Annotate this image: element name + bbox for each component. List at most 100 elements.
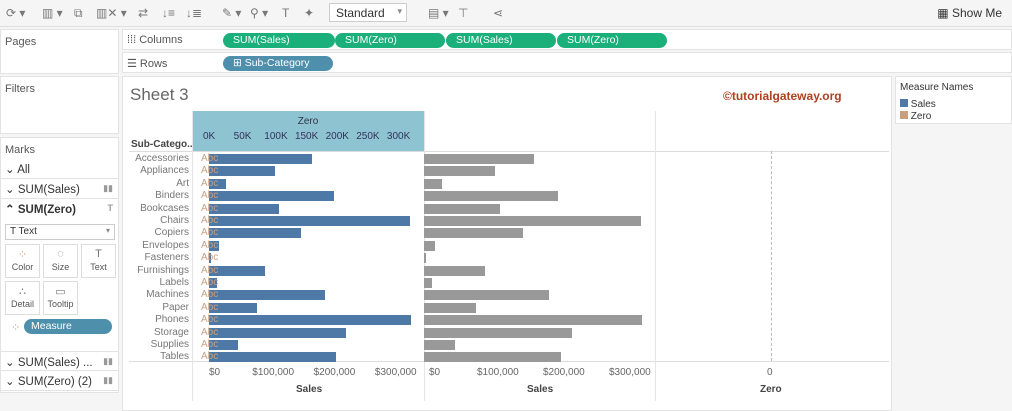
sales-bar[interactable] [209,216,411,226]
text-mark[interactable]: Abc [201,301,219,313]
group-icon[interactable]: ⚲ ▾ [250,6,269,20]
sales-bar-gray[interactable] [424,154,535,164]
sales-bar[interactable] [209,315,412,326]
sales-bar[interactable] [209,253,211,264]
marks-sum-sales[interactable]: ⌄ SUM(Sales) ▮▮ [1,179,119,199]
zero-axis-header[interactable]: Zero 0K 50K 100K 150K 200K 250K 300K [192,111,424,151]
sales-bar-gray[interactable] [424,340,455,350]
sales-bar[interactable] [209,302,258,313]
pin-icon[interactable]: ✦ [304,6,315,20]
swap-icon[interactable]: ⇄ [138,6,149,20]
column-pill[interactable]: SUM(Zero) [557,33,667,48]
filters-label: Filters [5,83,35,95]
text-card[interactable]: T Text [81,244,116,278]
category-label: Fasteners [144,252,189,264]
column-pill[interactable]: SUM(Zero) [335,33,445,48]
sales-bar[interactable] [209,290,325,301]
sales-bar[interactable] [209,191,334,202]
sales-bar-gray[interactable] [424,315,642,326]
text-mark[interactable]: Abc [201,227,219,239]
marks-sum-zero-2[interactable]: ⌄ SUM(Zero) (2) ▮▮ [1,371,119,391]
sales-bar-gray[interactable] [424,352,561,363]
category-label: Appliances [140,165,189,177]
presentation-icon[interactable]: ⊤ [458,6,469,20]
marks-all[interactable]: ⌄ All [1,159,119,179]
sales-bar-gray[interactable] [424,290,549,301]
marks-sum-sales-2[interactable]: ⌄ SUM(Sales) ... ▮▮ [1,351,119,371]
text-mark[interactable]: Abc [201,289,219,301]
tooltip-card[interactable]: ▭ Tooltip [43,281,78,315]
rows-shelf[interactable]: ☰ Rows ⊞ Sub-Category [122,52,1012,73]
show-me-button[interactable]: ▦ Show Me [937,6,1002,20]
sales-bar[interactable] [209,240,220,251]
text-mark[interactable]: Abc [201,215,219,226]
new-sheet-icon[interactable]: ▥ ▾ [42,6,63,20]
color-card[interactable]: ⁘ Color [5,244,40,278]
text-mark[interactable]: Abc [201,190,219,202]
text-mark[interactable]: Abc [201,339,219,350]
sales-bar-gray[interactable] [424,216,641,226]
refresh-icon[interactable]: ⟳ ▾ [6,6,26,20]
share-icon[interactable]: ⋖ [493,6,504,20]
text-mark[interactable]: Abc [201,252,219,264]
row-pill[interactable]: ⊞ Sub-Category [223,56,333,71]
sales-bar-gray[interactable] [424,228,523,239]
sort-desc-icon[interactable]: ↓≣ [186,6,203,20]
mark-type-select[interactable]: T Text ▾ [5,224,115,240]
sales-bar-gray[interactable] [424,203,500,214]
text-mark[interactable]: Abc [201,314,219,326]
sales-bar[interactable] [209,352,336,363]
sales-bar[interactable] [209,327,347,338]
sales-bar-gray[interactable] [424,178,442,189]
column-pill[interactable]: SUM(Sales) [223,33,335,48]
sales-bar[interactable] [209,166,275,177]
sales-bar-gray[interactable] [424,166,495,177]
zero-tick: 0 [767,367,773,378]
fit-select[interactable]: Standard ▾ [329,3,407,22]
cards-icon[interactable]: ▤ ▾ [428,6,449,20]
toolbar: ⟳ ▾ ▥ ▾ ⧉ ▥✕ ▾ ⇄ ↓≡ ↓≣ ✎ ▾ ⚲ ▾ T ✦ Stand… [0,0,1012,27]
sales-bar[interactable] [209,265,266,276]
measure-names-pill[interactable]: Measure Names [24,319,112,344]
size-card[interactable]: ◌ Size [43,244,78,278]
clear-sheet-icon[interactable]: ▥✕ ▾ [96,6,127,20]
text-mark[interactable]: Abc [201,351,219,363]
category-label: Art [176,177,189,189]
sales-bar[interactable] [209,228,301,239]
text-mark[interactable]: Abc [201,326,219,338]
sales-bar-gray[interactable] [424,191,559,202]
sales-bar[interactable] [209,154,312,164]
text-mark[interactable]: Abc [201,165,219,177]
marks-sum-zero[interactable]: ⌃ SUM(Zero) T [5,203,113,216]
duplicate-icon[interactable]: ⧉ [74,6,83,20]
filters-shelf[interactable]: Filters [0,76,119,134]
bottom-tick: $0 [209,367,221,378]
pages-shelf[interactable]: Pages [0,29,119,74]
legend-item-zero[interactable]: Zero [900,111,931,122]
legend-item-sales[interactable]: Sales [900,99,936,110]
sales-bar-gray[interactable] [424,253,426,264]
text-mark[interactable]: Abc [201,264,219,276]
text-mark[interactable]: Abc [201,153,219,164]
text-mark[interactable]: Abc [201,277,219,288]
text-mark[interactable]: Abc [201,177,219,189]
columns-shelf[interactable]: ⁞⁞⁞ Columns SUM(Sales) SUM(Zero) SUM(Sal… [122,29,1012,50]
highlight-icon[interactable]: ✎ ▾ [222,6,242,20]
sales-bar-gray[interactable] [424,302,476,313]
sales-bar-gray[interactable] [424,327,572,338]
sales-bar-gray[interactable] [424,240,435,251]
column-pill[interactable]: SUM(Sales) [446,33,556,48]
text-mark[interactable]: Abc [201,239,219,251]
text-mark[interactable]: Abc [201,202,219,214]
sales-bar[interactable] [209,340,238,350]
sales-bar-gray[interactable] [424,278,433,288]
sales-bar[interactable] [209,278,217,288]
sales-bar[interactable] [209,203,280,214]
sales-bar[interactable] [209,178,226,189]
detail-card[interactable]: ∴ Detail [5,281,40,315]
sort-asc-icon[interactable]: ↓≡ [162,6,176,20]
divider [129,151,889,152]
bottom-axis-title: Sales [296,384,323,395]
labels-icon[interactable]: T [282,6,290,20]
sales-bar-gray[interactable] [424,265,485,276]
